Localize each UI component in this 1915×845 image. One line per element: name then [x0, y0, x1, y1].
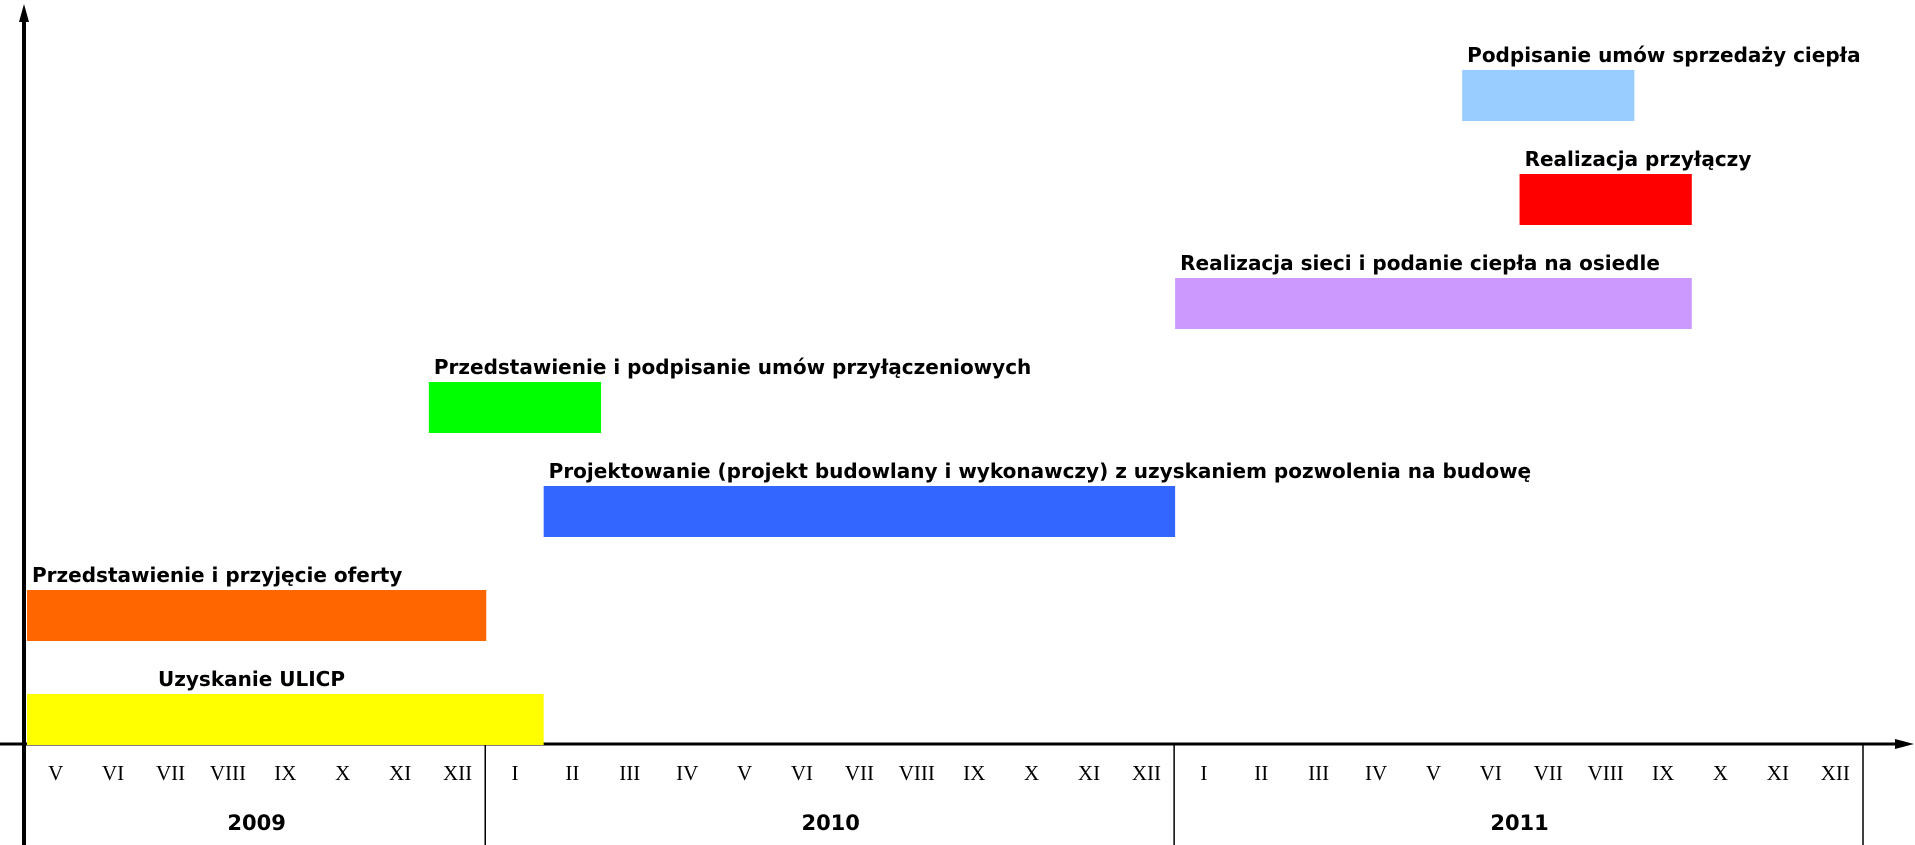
month-label: II	[1254, 761, 1268, 785]
axis-arrow	[1895, 739, 1914, 749]
year-label: 2010	[801, 811, 859, 835]
month-label: I	[1200, 761, 1207, 785]
month-label: X	[1024, 761, 1039, 785]
month-label: XI	[1078, 761, 1100, 785]
month-label: VIII	[899, 761, 935, 785]
month-label: XI	[1767, 761, 1789, 785]
task-label: Projektowanie (projekt budowlany i wykon…	[549, 459, 1531, 483]
month-label: IV	[676, 761, 698, 785]
year-label: 2009	[227, 811, 285, 835]
axis-arrow	[19, 4, 29, 22]
month-label: IX	[274, 761, 296, 785]
month-label: IX	[1652, 761, 1674, 785]
month-label: VI	[1480, 761, 1502, 785]
task-label: Uzyskanie ULICP	[158, 667, 345, 691]
task-bar	[544, 486, 1175, 537]
task-bar	[1462, 70, 1634, 121]
task-label: Realizacja przyłączy	[1525, 147, 1752, 171]
month-label: V	[1426, 761, 1441, 785]
month-label: VIII	[1588, 761, 1624, 785]
month-label: XII	[1821, 761, 1850, 785]
month-label: XII	[443, 761, 472, 785]
month-label: IX	[963, 761, 985, 785]
task-label: Przedstawienie i przyjęcie oferty	[32, 563, 402, 587]
month-label: VII	[845, 761, 874, 785]
month-label: V	[737, 761, 752, 785]
chart: VVIVIIVIIIIXXXIXIIIIIIIIIVVVIVIIVIIIIXXX…	[0, 0, 1915, 845]
month-label: II	[565, 761, 579, 785]
month-label: IV	[1365, 761, 1387, 785]
month-label: XII	[1132, 761, 1161, 785]
month-label: VI	[102, 761, 124, 785]
month-label: VIII	[210, 761, 246, 785]
task-label: Podpisanie umów sprzedaży ciepła	[1467, 43, 1860, 67]
task-bar	[27, 694, 544, 745]
task-label: Przedstawienie i podpisanie umów przyłąc…	[434, 355, 1031, 379]
month-label: VII	[156, 761, 185, 785]
month-label: XI	[389, 761, 411, 785]
month-label: V	[48, 761, 63, 785]
month-label: VI	[791, 761, 813, 785]
month-label: III	[619, 761, 640, 785]
month-label: X	[1713, 761, 1728, 785]
month-label: VII	[1534, 761, 1563, 785]
month-label: III	[1308, 761, 1329, 785]
page: VVIVIIVIIIIXXXIXIIIIIIIIIVVVIVIIVIIIIXXX…	[0, 0, 1915, 845]
task-bar	[1175, 278, 1692, 329]
task-label: Realizacja sieci i podanie ciepła na osi…	[1180, 251, 1660, 275]
month-label: X	[335, 761, 350, 785]
month-label: I	[511, 761, 518, 785]
task-bar	[429, 382, 601, 433]
year-label: 2011	[1490, 811, 1548, 835]
task-bar	[27, 590, 486, 641]
task-bar	[1520, 174, 1692, 225]
